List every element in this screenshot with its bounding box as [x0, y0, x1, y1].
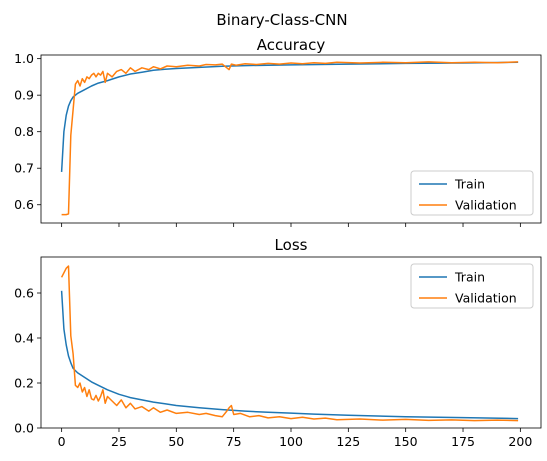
chart2-ytick-label: 0.4: [14, 331, 34, 346]
chart1-title: Accuracy: [257, 36, 326, 54]
chart2-xtick-label: 25: [111, 434, 127, 449]
chart2-xtick-label: 150: [394, 434, 418, 449]
chart2-title: Loss: [275, 236, 308, 254]
chart2-ytick-label: 0.2: [14, 376, 34, 391]
chart1-ytick-label: 0.6: [14, 197, 34, 212]
chart1-legend: Train Validation: [411, 171, 533, 215]
chart2-panel: Loss 0.0 0.2 0.4 0.6 0 25 50 75 100 125 150 175 200 Tr…: [14, 236, 541, 449]
chart1-ytick-label: 1.0: [14, 51, 34, 66]
chart1-legend-label-train: Train: [454, 177, 485, 192]
chart2-xtick-label: 100: [279, 434, 303, 449]
chart2-series-train-line: [62, 291, 518, 419]
chart2-legend: Train Validation: [411, 264, 533, 308]
chart1-ytick-label: 0.7: [14, 161, 34, 176]
chart2-ytick-label: 0.0: [14, 421, 34, 436]
chart2-xtick-label: 75: [226, 434, 242, 449]
chart2-xtick-label: 200: [508, 434, 532, 449]
chart2-legend-label-validation: Validation: [455, 291, 517, 306]
chart2-xtick-label: 125: [336, 434, 360, 449]
chart1-ytick-label: 0.8: [14, 124, 34, 139]
figure-suptitle: Binary-Class-CNN: [216, 11, 347, 29]
chart2-ytick-label: 0.6: [14, 286, 34, 301]
chart2-legend-label-train: Train: [454, 270, 485, 285]
chart1-legend-label-validation: Validation: [455, 198, 517, 213]
chart2-xtick-label: 175: [451, 434, 475, 449]
chart2-xtick-label: 0: [58, 434, 66, 449]
chart1-panel: Accuracy 0.6 0.7 0.8 0.9 1.0 Train Validation: [14, 36, 541, 227]
chart-panels: Accuracy0.60.70.80.91.0TrainValidationLo…: [14, 36, 541, 449]
chart1-series-train-line: [62, 62, 518, 172]
chart2-xtick-label: 50: [168, 434, 184, 449]
chart1-ytick-label: 0.9: [14, 88, 34, 103]
